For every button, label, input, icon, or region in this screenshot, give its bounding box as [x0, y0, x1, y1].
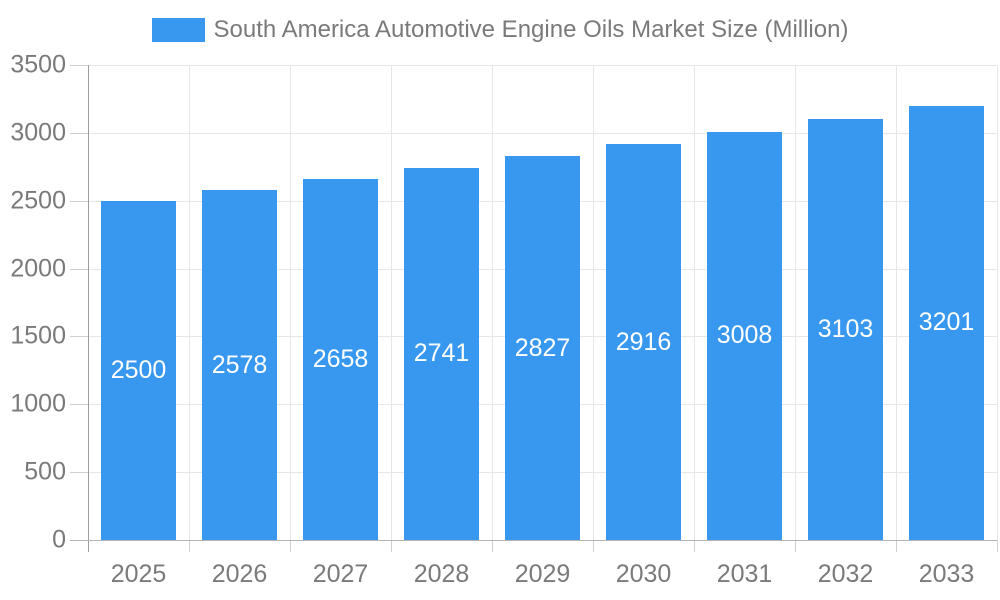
bar[interactable]: 2827	[505, 156, 580, 540]
gridline-vertical	[189, 65, 190, 540]
gridline-vertical	[694, 65, 695, 540]
legend-swatch-icon	[151, 18, 205, 42]
bar[interactable]: 3008	[707, 131, 782, 540]
bar[interactable]: 3201	[909, 105, 984, 540]
legend-item[interactable]: South America Automotive Engine Oils Mar…	[0, 16, 1000, 44]
x-axis-tick	[795, 540, 796, 552]
y-axis-tick	[70, 200, 88, 202]
bar[interactable]: 2658	[303, 179, 378, 540]
gridline-horizontal	[88, 65, 997, 66]
bar[interactable]: 2741	[404, 168, 479, 540]
bar-value-label: 3201	[918, 308, 975, 337]
bar[interactable]: 2578	[202, 190, 277, 540]
y-axis-tick-label: 0	[52, 525, 66, 554]
bar[interactable]: 2916	[606, 144, 681, 540]
y-axis-tick-label: 3500	[10, 50, 66, 79]
gridline-vertical	[997, 65, 998, 540]
x-axis-tick	[290, 540, 291, 552]
y-axis-tick	[70, 65, 88, 66]
x-axis-line	[70, 540, 997, 541]
x-axis-category-label: 2030	[615, 560, 672, 588]
y-axis-tick-label: 500	[24, 457, 66, 486]
bar[interactable]: 2500	[101, 200, 176, 540]
y-axis-tick-label: 3000	[10, 118, 66, 147]
bar[interactable]: 3103	[808, 118, 883, 540]
x-axis-category-label: 2026	[211, 560, 268, 588]
legend-label: South America Automotive Engine Oils Mar…	[213, 16, 849, 43]
bar-value-label: 2500	[110, 355, 167, 384]
y-axis-tick-label: 2000	[10, 254, 66, 283]
gridline-vertical	[896, 65, 897, 540]
y-axis-tick	[70, 132, 88, 134]
y-axis-tick	[70, 268, 88, 270]
x-axis-category-label: 2031	[716, 560, 773, 588]
x-axis-tick	[694, 540, 695, 552]
x-axis-tick	[391, 540, 392, 552]
x-axis-tick	[997, 540, 998, 552]
gridline-vertical	[290, 65, 291, 540]
x-axis-tick	[189, 540, 190, 552]
bar-value-label: 2741	[413, 339, 470, 368]
bar-value-label: 3103	[817, 314, 874, 343]
y-axis-tick-label: 1500	[10, 321, 66, 350]
y-axis-tick	[70, 404, 88, 406]
x-axis-category-label: 2033	[918, 560, 975, 588]
y-axis-tick-label: 1000	[10, 389, 66, 418]
x-axis-category-label: 2032	[817, 560, 874, 588]
bar-value-label: 2827	[514, 333, 571, 362]
y-axis-line	[88, 65, 89, 552]
gridline-vertical	[795, 65, 796, 540]
gridline-vertical	[391, 65, 392, 540]
x-axis-category-label: 2027	[312, 560, 369, 588]
gridline-horizontal	[88, 132, 997, 134]
x-axis-tick	[896, 540, 897, 552]
x-axis-category-label: 2028	[413, 560, 470, 588]
y-axis-tick-label: 2500	[10, 186, 66, 215]
bar-value-label: 3008	[716, 321, 773, 350]
bar-value-label: 2578	[211, 350, 268, 379]
x-axis-tick	[593, 540, 594, 552]
x-axis-category-label: 2025	[110, 560, 167, 588]
bar-value-label: 2916	[615, 327, 672, 356]
y-axis-tick	[70, 472, 88, 474]
bar-value-label: 2658	[312, 345, 369, 374]
gridline-vertical	[492, 65, 493, 540]
gridline-vertical	[593, 65, 594, 540]
x-axis-tick	[492, 540, 493, 552]
y-axis-tick	[70, 336, 88, 338]
x-axis-category-label: 2029	[514, 560, 571, 588]
